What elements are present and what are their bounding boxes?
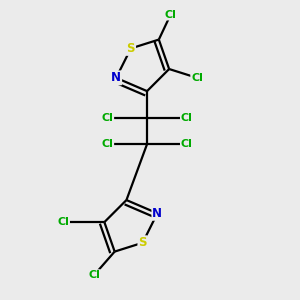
Text: Cl: Cl <box>101 139 113 149</box>
Text: Cl: Cl <box>57 217 69 227</box>
Text: Cl: Cl <box>181 112 193 123</box>
Text: Cl: Cl <box>191 73 203 83</box>
Text: N: N <box>111 71 121 84</box>
Text: Cl: Cl <box>88 270 100 280</box>
Text: S: S <box>127 42 135 55</box>
Text: Cl: Cl <box>101 112 113 123</box>
Text: Cl: Cl <box>181 139 193 149</box>
Text: N: N <box>152 207 162 220</box>
Text: S: S <box>138 236 147 249</box>
Text: Cl: Cl <box>165 10 176 20</box>
